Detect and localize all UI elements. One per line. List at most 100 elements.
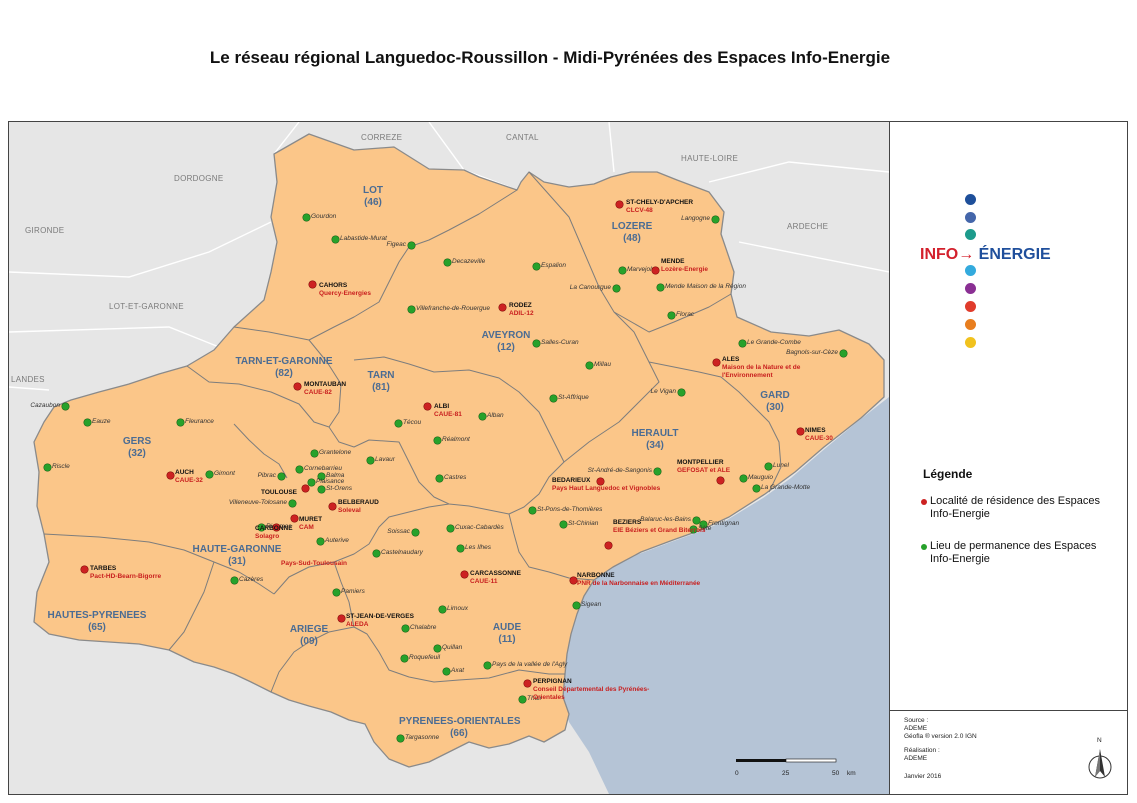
permanence-marker[interactable]	[396, 734, 404, 742]
permanence-marker[interactable]	[572, 601, 580, 609]
permanence-marker[interactable]	[446, 524, 454, 532]
permanence-marker[interactable]	[317, 472, 325, 480]
department-name: TARN	[367, 370, 395, 381]
permanence-marker[interactable]	[739, 474, 747, 482]
hub-city: BEDARIEUX	[552, 477, 591, 484]
permanence-marker[interactable]	[230, 576, 238, 584]
hub-marker[interactable]	[272, 523, 280, 531]
permanence-marker[interactable]	[61, 402, 69, 410]
hub-marker[interactable]	[716, 476, 724, 484]
hub-marker[interactable]	[651, 266, 659, 274]
permanence-marker[interactable]	[752, 484, 760, 492]
permanence-marker[interactable]	[585, 361, 593, 369]
hub-marker[interactable]	[569, 576, 577, 584]
hub-marker[interactable]	[328, 502, 336, 510]
permanence-marker[interactable]	[433, 436, 441, 444]
permanence-marker[interactable]	[618, 266, 626, 274]
permanence-marker[interactable]	[316, 537, 324, 545]
permanence-marker[interactable]	[689, 525, 697, 533]
permanence-marker[interactable]	[677, 388, 685, 396]
permanence-label: Villefranche-de-Rouergue	[416, 305, 490, 312]
hub-marker[interactable]	[337, 614, 345, 622]
hub-label: NIMES CAUE-30	[805, 427, 833, 443]
permanence-marker[interactable]	[532, 339, 540, 347]
permanence-marker[interactable]	[277, 472, 285, 480]
permanence-marker[interactable]	[711, 215, 719, 223]
permanence-marker[interactable]	[438, 605, 446, 613]
department-label: PYRENEES-ORIENTALES (66)	[399, 716, 521, 740]
permanence-marker[interactable]	[302, 213, 310, 221]
permanence-marker[interactable]	[478, 412, 486, 420]
permanence-marker[interactable]	[43, 463, 51, 471]
permanence-marker[interactable]	[433, 644, 441, 652]
permanence-label: Auterive	[325, 537, 349, 544]
permanence-marker[interactable]	[394, 419, 402, 427]
permanence-marker[interactable]	[317, 485, 325, 493]
permanence-marker[interactable]	[518, 695, 526, 703]
permanence-marker[interactable]	[692, 516, 700, 524]
permanence-marker[interactable]	[295, 465, 303, 473]
permanence-marker[interactable]	[332, 588, 340, 596]
hub-marker[interactable]	[301, 484, 309, 492]
region-shape	[33, 133, 885, 768]
permanence-marker[interactable]	[656, 283, 664, 291]
permanence-marker[interactable]	[400, 654, 408, 662]
hub-marker[interactable]	[460, 570, 468, 578]
permanence-marker[interactable]	[442, 667, 450, 675]
map-frame: CORREZE CANTAL HAUTE-LOIRE DORDOGNE GIRONDE A…	[8, 121, 1128, 795]
permanence-label: Plaisance	[316, 478, 345, 485]
permanence-marker[interactable]	[205, 470, 213, 478]
permanence-marker[interactable]	[307, 478, 315, 486]
permanence-marker[interactable]	[528, 506, 536, 514]
permanence-marker[interactable]	[443, 258, 451, 266]
permanence-marker[interactable]	[839, 349, 847, 357]
map-area[interactable]: CORREZE CANTAL HAUTE-LOIRE DORDOGNE GIRONDE A…	[9, 122, 890, 794]
permanence-marker[interactable]	[612, 284, 620, 292]
hub-marker[interactable]	[166, 471, 174, 479]
permanence-marker[interactable]	[83, 418, 91, 426]
permanence-marker[interactable]	[559, 520, 567, 528]
hub-marker[interactable]	[523, 679, 531, 687]
permanence-marker[interactable]	[483, 661, 491, 669]
permanence-marker[interactable]	[401, 624, 409, 632]
department-name: GARD	[760, 390, 790, 401]
permanence-marker[interactable]	[532, 262, 540, 270]
hub-marker[interactable]	[498, 303, 506, 311]
permanence-marker[interactable]	[435, 474, 443, 482]
permanence-marker[interactable]	[653, 467, 661, 475]
permanence-marker[interactable]	[257, 523, 265, 531]
permanence-marker[interactable]	[667, 311, 675, 319]
hub-marker[interactable]	[604, 541, 612, 549]
permanence-label: Mauguio	[748, 474, 773, 481]
arrow-right-icon: →	[958, 246, 975, 263]
permanence-marker[interactable]	[411, 528, 419, 536]
permanence-marker[interactable]	[366, 456, 374, 464]
permanence-marker[interactable]	[372, 549, 380, 557]
permanence-label: Castelnaudary	[381, 549, 423, 556]
permanence-marker[interactable]	[331, 235, 339, 243]
permanence-marker[interactable]	[738, 339, 746, 347]
hub-marker[interactable]	[712, 358, 720, 366]
permanence-marker[interactable]	[176, 418, 184, 426]
permanence-marker[interactable]	[764, 462, 772, 470]
hub-marker[interactable]	[423, 402, 431, 410]
permanence-marker[interactable]	[549, 394, 557, 402]
permanence-marker[interactable]	[699, 520, 707, 528]
mediterranean-sea	[561, 397, 889, 794]
hub-marker[interactable]	[796, 427, 804, 435]
permanence-marker[interactable]	[288, 499, 296, 507]
permanence-label: Gourdon	[311, 213, 337, 220]
hub-marker[interactable]	[290, 514, 298, 522]
permanence-marker[interactable]	[407, 305, 415, 313]
permanence-marker[interactable]	[310, 449, 318, 457]
permanence-marker[interactable]	[407, 241, 415, 249]
hub-marker[interactable]	[596, 477, 604, 485]
legend-panel: INFO→ ÉNERGIE Légende Localité de réside…	[890, 122, 1127, 794]
hub-label: MURET CAM	[299, 516, 322, 532]
hub-marker[interactable]	[80, 565, 88, 573]
hub-marker[interactable]	[615, 200, 623, 208]
hub-organization: CLCV-48	[626, 207, 653, 214]
hub-marker[interactable]	[308, 280, 316, 288]
permanence-marker[interactable]	[456, 544, 464, 552]
hub-marker[interactable]	[293, 382, 301, 390]
